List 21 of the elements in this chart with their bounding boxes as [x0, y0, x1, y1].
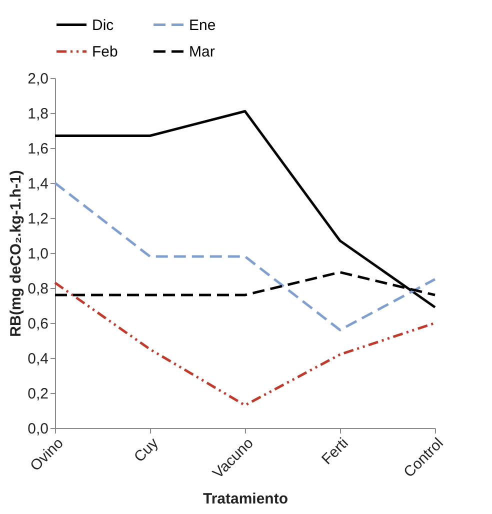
y-tick-label: 1,8	[28, 106, 48, 122]
y-tick-label: 0,0	[28, 420, 48, 438]
y-tick-label: 1,0	[28, 246, 48, 262]
legend-label: Mar	[189, 44, 215, 60]
y-tick-label: 1,2	[28, 210, 48, 228]
y-tick-label: 0,2	[28, 386, 48, 402]
legend-label: Feb	[92, 44, 118, 60]
line-series	[54, 282, 436, 406]
y-tick-label: 1,6	[28, 140, 48, 158]
x-tick-label: Cuy	[130, 434, 162, 466]
legend-label: Dic	[92, 16, 114, 34]
y-tick-label: 0,8	[28, 280, 48, 298]
line-series	[54, 182, 436, 332]
y-tick-label: 0,6	[28, 316, 48, 332]
legend-label: Ene	[189, 16, 216, 34]
x-axis-title: Tratamiento	[202, 490, 288, 508]
line-series	[54, 110, 436, 308]
y-tick-label: 2,0	[28, 70, 48, 88]
y-tick-label: 0,4	[28, 350, 48, 368]
y-axis-title: RB(mg deCO₂.kg-1.h-1)	[8, 170, 25, 337]
y-tick-label: 1,4	[28, 176, 48, 192]
